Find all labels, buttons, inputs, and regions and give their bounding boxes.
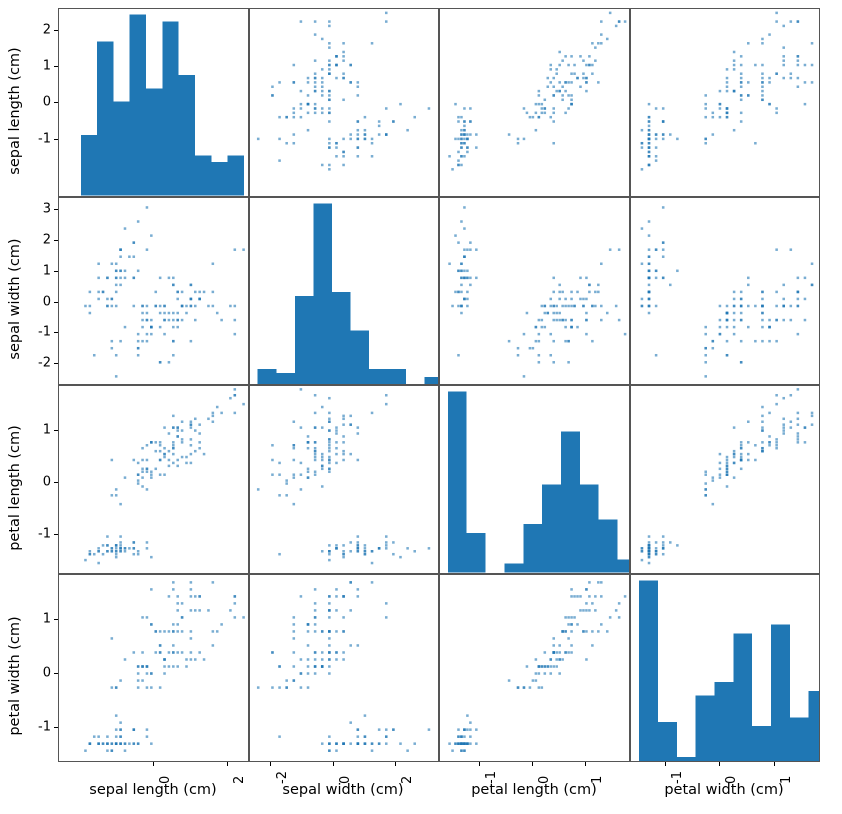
- xlabel-petal-length: petal length (cm): [471, 782, 597, 798]
- ytick-label-petal_width: 1: [42, 611, 51, 627]
- histogram-petal_length[interactable]: [439, 385, 630, 574]
- scatter-sepal_length-vs-petal_length[interactable]: [439, 8, 630, 197]
- ytick-label-sepal_length: 1: [42, 58, 51, 74]
- ytick-mark: [54, 619, 58, 621]
- scatter-sepal_width-vs-petal_length[interactable]: [439, 196, 630, 385]
- scatter-sepal_width-vs-petal_width[interactable]: [629, 196, 820, 385]
- xtick-mark: [531, 762, 533, 766]
- ytick-mark: [54, 208, 58, 210]
- xtick-mark: [478, 762, 480, 766]
- ytick-mark: [54, 138, 58, 140]
- xtick-label-petal_length: 1: [589, 775, 605, 784]
- histogram-sepal_width[interactable]: [248, 196, 439, 385]
- xtick-label-sepal_width: -2: [275, 771, 291, 784]
- ytick-mark: [54, 301, 58, 303]
- ytick-mark: [54, 673, 58, 675]
- ytick-label-sepal_length: 0: [42, 94, 51, 110]
- scatter-petal_length-vs-sepal_width[interactable]: [248, 385, 439, 574]
- xtick-mark: [664, 762, 666, 766]
- ytick-label-sepal_width: -1: [38, 324, 51, 340]
- xtick-mark: [584, 762, 586, 766]
- xtick-label-petal_length: -1: [483, 771, 499, 784]
- xtick-mark: [719, 762, 721, 766]
- ytick-label-sepal_length: 2: [42, 22, 51, 38]
- ytick-label-sepal_width: 0: [42, 294, 51, 310]
- ytick-mark: [54, 534, 58, 536]
- xlabel-petal-width: petal width (cm): [664, 782, 784, 798]
- ytick-label-petal_width: -1: [38, 719, 51, 735]
- xtick-mark: [773, 762, 775, 766]
- xtick-mark: [270, 762, 272, 766]
- ytick-mark: [54, 363, 58, 365]
- scatter-petal_length-vs-sepal_length[interactable]: [58, 385, 249, 574]
- xlabel-sepal-length: sepal length (cm): [89, 782, 217, 798]
- xtick-label-sepal_length: 2: [231, 775, 247, 784]
- matrix-grid: [58, 8, 820, 762]
- xlabel-sepal-width: sepal width (cm): [282, 782, 404, 798]
- xtick-label-petal_length: 0: [536, 775, 552, 784]
- ytick-label-sepal_width: 1: [42, 263, 51, 279]
- histogram-sepal_length[interactable]: [58, 8, 249, 197]
- ytick-mark: [54, 726, 58, 728]
- ytick-mark: [54, 239, 58, 241]
- ylabel-sepal-length: sepal length (cm): [7, 47, 23, 175]
- xtick-label-petal_width: -1: [669, 771, 685, 784]
- ytick-label-sepal_length: -1: [38, 131, 51, 146]
- xtick-label-sepal_width: 2: [400, 775, 416, 784]
- ytick-label-petal_length: -1: [38, 526, 51, 542]
- ytick-label-petal_length: 0: [42, 474, 51, 490]
- ytick-mark: [54, 481, 58, 483]
- scatter-petal_length-vs-petal_width[interactable]: [629, 385, 820, 574]
- xtick-label-petal_width: 1: [778, 775, 794, 784]
- xtick-label-sepal_length: 0: [158, 775, 174, 784]
- ytick-label-sepal_width: 2: [42, 232, 51, 248]
- histogram-petal_width[interactable]: [629, 573, 820, 762]
- ytick-label-sepal_width: -2: [38, 355, 51, 371]
- scatter-petal_width-vs-petal_length[interactable]: [439, 573, 630, 762]
- scatter-sepal_length-vs-petal_width[interactable]: [629, 8, 820, 197]
- ytick-mark: [54, 66, 58, 67]
- scatter-petal_width-vs-sepal_length[interactable]: [58, 573, 249, 762]
- xtick-mark: [153, 762, 155, 766]
- ytick-mark: [54, 102, 58, 104]
- scatter-sepal_length-vs-sepal_width[interactable]: [248, 8, 439, 197]
- ytick-label-sepal_width: 3: [42, 201, 51, 217]
- scatter-petal_width-vs-sepal_width[interactable]: [248, 573, 439, 762]
- ytick-mark: [54, 270, 58, 272]
- scatter-sepal_width-vs-sepal_length[interactable]: [58, 196, 249, 385]
- ytick-mark: [54, 332, 58, 334]
- xtick-label-petal_width: 0: [724, 775, 740, 784]
- ytick-mark: [54, 29, 58, 31]
- ytick-mark: [54, 429, 58, 431]
- ytick-label-petal_length: 1: [42, 422, 51, 437]
- xtick-mark: [332, 762, 334, 766]
- xtick-mark: [226, 762, 228, 766]
- xtick-mark: [395, 762, 397, 766]
- ytick-label-petal_width: 0: [42, 665, 51, 681]
- xtick-label-sepal_width: 0: [337, 775, 353, 784]
